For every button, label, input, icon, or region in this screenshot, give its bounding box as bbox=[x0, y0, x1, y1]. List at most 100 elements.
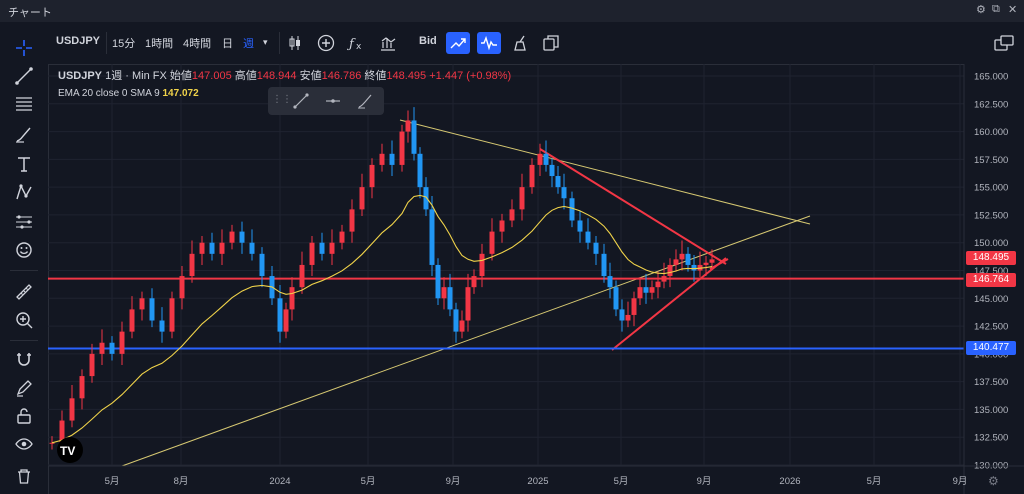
clear-drawings-button[interactable] bbox=[509, 32, 533, 54]
floating-drawing-toolbar: ⋮⋮ bbox=[268, 87, 384, 115]
close-icon[interactable]: ✕ bbox=[1008, 4, 1018, 16]
fib-tool[interactable] bbox=[10, 90, 38, 118]
candle-body bbox=[679, 253, 685, 260]
interval-15m[interactable]: 15分 bbox=[112, 38, 136, 50]
candles bbox=[49, 107, 715, 454]
emoji-tool[interactable] bbox=[10, 236, 38, 264]
triangle-lower-line[interactable] bbox=[611, 257, 727, 351]
candle-body bbox=[619, 309, 625, 321]
indicator-legend[interactable]: EMA 20 close 0 SMA 9 147.072 bbox=[58, 88, 199, 99]
price-tick-label: 165.000 bbox=[974, 72, 1008, 83]
toolbar-divider bbox=[279, 32, 280, 54]
legend-interval: 1週 bbox=[105, 70, 123, 82]
brush-tool[interactable] bbox=[10, 120, 38, 148]
legend-low-label: 安値 bbox=[299, 70, 322, 82]
candle-body bbox=[593, 242, 599, 254]
price-tick-label: 137.500 bbox=[974, 377, 1008, 388]
candle-body bbox=[709, 259, 715, 263]
settings-icon[interactable]: ⚙ bbox=[976, 4, 986, 16]
add-indicator-button[interactable] bbox=[314, 32, 338, 54]
bid-toggle[interactable]: Bid bbox=[419, 35, 437, 47]
horizontal-ray-icon[interactable] bbox=[324, 92, 342, 110]
trendline-tool[interactable] bbox=[10, 62, 38, 90]
price-tick-label: 150.000 bbox=[974, 238, 1008, 249]
magnet-tool[interactable] bbox=[10, 346, 38, 374]
indicator-value: 147.072 bbox=[162, 88, 199, 99]
candle-body bbox=[299, 264, 305, 288]
compare-button[interactable] bbox=[376, 32, 400, 54]
svg-text:ƒ: ƒ bbox=[347, 37, 356, 52]
legend-symbol[interactable]: USDJPY bbox=[58, 70, 103, 82]
measure-tool[interactable] bbox=[10, 278, 38, 306]
smiley-icon bbox=[16, 242, 32, 258]
toolbar-divider bbox=[10, 340, 38, 341]
lock-tool[interactable] bbox=[10, 402, 38, 430]
trendline-icon[interactable] bbox=[292, 92, 310, 110]
interval-1w[interactable]: 週 bbox=[243, 38, 254, 50]
layout-button[interactable] bbox=[539, 32, 563, 54]
candle-body bbox=[585, 231, 591, 243]
chart-type-button[interactable] bbox=[283, 32, 307, 54]
candle-body bbox=[529, 164, 535, 188]
brush-icon[interactable] bbox=[356, 92, 374, 110]
candle-body bbox=[405, 120, 411, 132]
interval-4h[interactable]: 4時間 bbox=[183, 38, 212, 50]
price-tick-label: 145.000 bbox=[974, 294, 1008, 305]
candle-body bbox=[89, 353, 95, 377]
trendlines[interactable] bbox=[121, 119, 811, 467]
interval-1h[interactable]: 1時間 bbox=[145, 38, 174, 50]
candle-body bbox=[423, 187, 429, 210]
candle-body bbox=[119, 331, 125, 354]
time-tick-label: 2025 bbox=[527, 476, 548, 487]
resistance-trendline[interactable] bbox=[399, 119, 811, 225]
drag-handle-icon[interactable]: ⋮⋮ bbox=[272, 94, 292, 105]
candle-body bbox=[169, 298, 175, 332]
support-trendline[interactable] bbox=[121, 215, 811, 467]
prediction-tool[interactable] bbox=[10, 208, 38, 236]
candle-body bbox=[359, 187, 365, 210]
interval-1d[interactable]: 日 bbox=[222, 38, 233, 50]
candle-body bbox=[379, 153, 385, 165]
pattern-tool[interactable] bbox=[10, 178, 38, 206]
candle-body bbox=[509, 209, 515, 221]
legend-change: +1.447 (+0.98%) bbox=[429, 70, 512, 82]
candle-body bbox=[229, 231, 235, 243]
magnet-icon bbox=[17, 353, 31, 366]
crosshair-tool[interactable] bbox=[10, 34, 38, 62]
visibility-tool[interactable] bbox=[10, 430, 38, 458]
candle-body bbox=[129, 309, 135, 332]
triangle-upper-line[interactable] bbox=[539, 148, 727, 265]
candle-body bbox=[79, 376, 85, 399]
stay-in-draw-tool[interactable] bbox=[10, 374, 38, 402]
chevron-down-icon[interactable]: ▾ bbox=[263, 37, 268, 47]
horizontal-levels[interactable] bbox=[48, 277, 964, 350]
candle-body bbox=[417, 153, 423, 188]
text-tool[interactable] bbox=[10, 150, 38, 178]
trendline-icon bbox=[15, 67, 33, 85]
candle-body bbox=[643, 287, 649, 293]
wave-button[interactable] bbox=[477, 32, 501, 54]
candle-body bbox=[543, 153, 549, 165]
price-tick-label: 157.500 bbox=[974, 155, 1008, 166]
symbol-selector[interactable]: USDJPY bbox=[56, 35, 101, 47]
trend-button[interactable] bbox=[446, 32, 470, 54]
trend-up-icon bbox=[450, 38, 466, 49]
candle-body bbox=[109, 342, 115, 354]
multi-layout-button[interactable] bbox=[990, 32, 1018, 54]
candle-body bbox=[465, 287, 471, 321]
candle-body bbox=[691, 264, 697, 271]
time-tick-label: 8月 bbox=[174, 476, 189, 487]
candle-body bbox=[199, 242, 205, 254]
candle-body bbox=[569, 198, 575, 221]
copy-layout-icon bbox=[543, 35, 559, 51]
zoom-tool[interactable] bbox=[10, 306, 38, 334]
price-chart[interactable]: 165.000 162.500 160.000 157.500 155.000 152.5… bbox=[48, 64, 1024, 494]
time-axis[interactable]: 5月 8月 2024 5月 9月 2025 5月 9月 2026 5月 9月 ⚙ bbox=[48, 465, 1024, 488]
delete-tool[interactable] bbox=[10, 462, 38, 490]
legend-high: 148.944 bbox=[256, 70, 297, 82]
price-tick-label: 160.000 bbox=[974, 127, 1008, 138]
popout-icon[interactable]: ⧉ bbox=[992, 3, 1000, 15]
